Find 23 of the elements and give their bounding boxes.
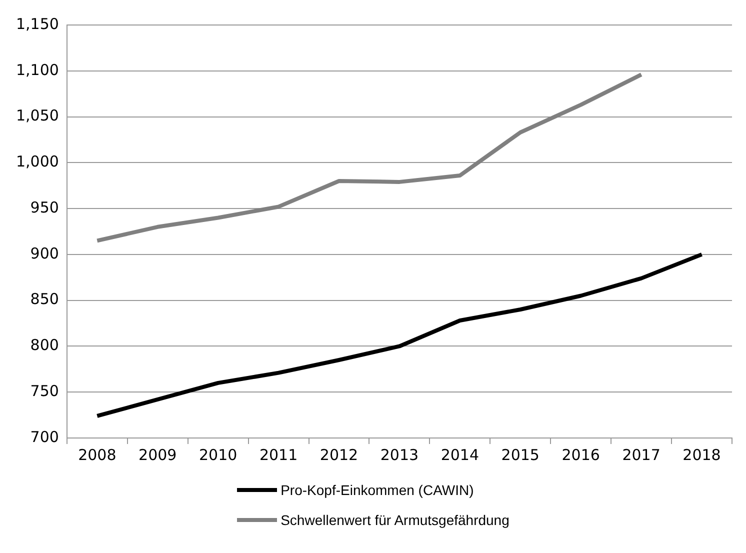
y-tick-label: 1,000 — [16, 152, 59, 171]
y-tick-label: 900 — [30, 244, 59, 262]
x-tick-label: 2013 — [380, 446, 419, 464]
y-tick-label: 950 — [30, 198, 59, 216]
y-tick-label: 1,150 — [16, 14, 59, 33]
legend-label: Pro-Kopf-Einkommen (CAWIN) — [280, 482, 474, 498]
x-tick-label: 2008 — [78, 446, 116, 464]
y-tick-label: 1,050 — [16, 106, 59, 125]
y-tick-label: 750 — [30, 382, 59, 400]
y-tick-label: 1,100 — [16, 60, 59, 79]
y-tick-label: 800 — [30, 336, 59, 354]
x-tick-label: 2009 — [138, 446, 177, 464]
x-tick-label: 2010 — [199, 446, 238, 464]
x-tick-label: 2016 — [562, 446, 600, 464]
y-tick-label: 700 — [30, 428, 59, 446]
x-tick-label: 2018 — [682, 446, 721, 464]
x-tick-label: 2014 — [440, 446, 480, 464]
x-tick-label: 2012 — [320, 446, 358, 464]
legend-label: Schwellenwert für Armutsgefährdung — [280, 512, 510, 528]
x-tick-label: 2017 — [622, 446, 660, 464]
x-tick-label: 2011 — [259, 446, 298, 464]
y-tick-label: 850 — [30, 290, 59, 308]
x-tick-label: 2015 — [501, 446, 540, 464]
